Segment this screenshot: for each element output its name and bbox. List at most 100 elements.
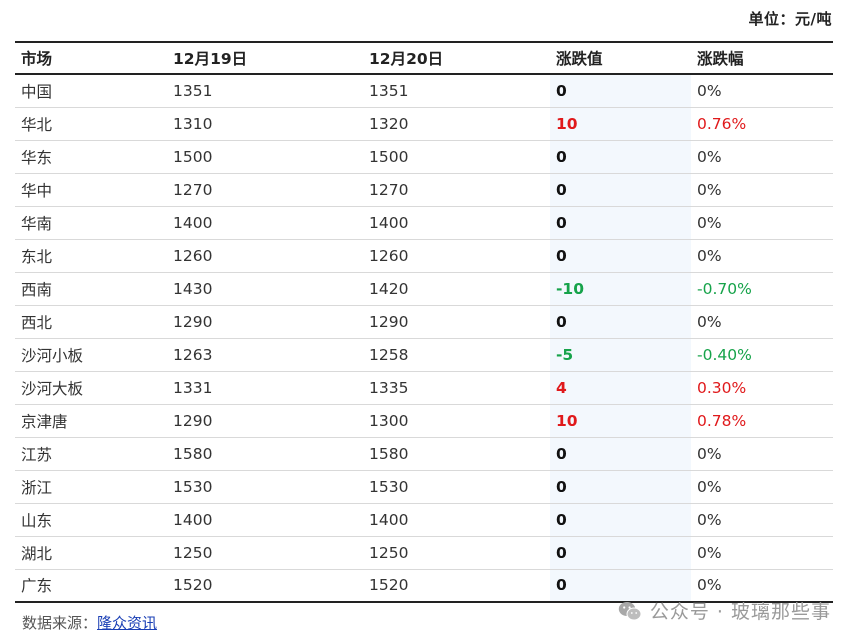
change-value-cell: 10	[550, 107, 691, 140]
table-row: 华东 1500 1500 0 0%	[15, 140, 833, 173]
price-dec19-cell: 1331	[173, 378, 213, 397]
table-row: 广东 1520 1520 0 0%	[15, 569, 833, 602]
change-value-cell: 0	[550, 206, 691, 239]
price-dec20-cell: 1250	[369, 543, 409, 562]
change-value-cell: 4	[550, 371, 691, 404]
price-dec19-cell: 1500	[173, 147, 213, 166]
price-dec19-cell: 1351	[173, 81, 213, 100]
change-value-cell: 0	[550, 140, 691, 173]
market-cell: 湖北	[21, 544, 53, 563]
change-value-cell: 0	[550, 569, 691, 602]
column-header-dec20: 12月20日	[369, 50, 444, 68]
change-value-cell: 0	[550, 74, 691, 107]
price-dec19-cell: 1530	[173, 477, 213, 496]
price-dec19-cell: 1290	[173, 312, 213, 331]
price-dec19-cell: 1400	[173, 510, 213, 529]
price-dec20-cell: 1351	[369, 81, 409, 100]
market-cell: 西南	[21, 280, 53, 299]
change-pct-cell: 0%	[697, 213, 722, 232]
column-header-change: 涨跌值	[556, 50, 603, 68]
change-pct-cell: -0.70%	[697, 279, 752, 298]
change-pct-cell: 0%	[697, 147, 722, 166]
table-row: 江苏 1580 1580 0 0%	[15, 437, 833, 470]
change-value-cell: 0	[550, 173, 691, 206]
table-row: 华中 1270 1270 0 0%	[15, 173, 833, 206]
price-dec20-cell: 1400	[369, 510, 409, 529]
price-dec19-cell: 1430	[173, 279, 213, 298]
table-row: 华南 1400 1400 0 0%	[15, 206, 833, 239]
unit-label: 单位：元/吨	[748, 10, 832, 28]
price-dec20-cell: 1335	[369, 378, 409, 397]
market-cell: 华中	[21, 181, 53, 200]
table-body: 中国 1351 1351 0 0% 华北 1310 1320 10 0.76% 华东 1500 1500…	[15, 74, 833, 602]
market-cell: 华东	[21, 148, 53, 167]
change-value-cell: 0	[550, 536, 691, 569]
price-dec20-cell: 1400	[369, 213, 409, 232]
change-value-cell: -5	[550, 338, 691, 371]
price-dec20-cell: 1500	[369, 147, 409, 166]
table-row: 浙江 1530 1530 0 0%	[15, 470, 833, 503]
watermark: 公众号 · 玻璃那些事	[618, 597, 831, 624]
market-cell: 东北	[21, 247, 53, 266]
price-table: 市场 12月19日 12月20日 涨跌值 涨跌幅 中国 1351 1351 0 0% 华北…	[15, 41, 833, 603]
price-dec19-cell: 1580	[173, 444, 213, 463]
watermark-text: 公众号 · 玻璃那些事	[649, 601, 831, 623]
data-source: 数据来源：隆众资讯	[22, 612, 157, 633]
data-source-link[interactable]: 隆众资讯	[97, 614, 158, 632]
market-cell: 广东	[21, 577, 53, 596]
table-row: 沙河小板 1263 1258 -5 -0.40%	[15, 338, 833, 371]
market-cell: 江苏	[21, 445, 53, 464]
price-dec20-cell: 1530	[369, 477, 409, 496]
price-dec20-cell: 1270	[369, 180, 409, 199]
column-header-change-pct: 涨跌幅	[697, 50, 744, 68]
price-dec19-cell: 1250	[173, 543, 213, 562]
table-row: 山东 1400 1400 0 0%	[15, 503, 833, 536]
price-dec19-cell: 1260	[173, 246, 213, 265]
market-cell: 华北	[21, 115, 53, 134]
price-dec20-cell: 1260	[369, 246, 409, 265]
price-dec19-cell: 1263	[173, 345, 213, 364]
change-pct-cell: 0.76%	[697, 114, 747, 133]
table-row: 湖北 1250 1250 0 0%	[15, 536, 833, 569]
market-cell: 沙河大板	[21, 379, 84, 398]
wechat-icon	[618, 601, 642, 620]
change-value-cell: 0	[550, 503, 691, 536]
change-value-cell: -10	[550, 272, 691, 305]
change-pct-cell: 0.78%	[697, 411, 747, 430]
change-value-cell: 0	[550, 305, 691, 338]
price-dec20-cell: 1320	[369, 114, 409, 133]
change-value-cell: 0	[550, 239, 691, 272]
change-value-cell: 0	[550, 437, 691, 470]
table-row: 西北 1290 1290 0 0%	[15, 305, 833, 338]
table-row: 京津唐 1290 1300 10 0.78%	[15, 404, 833, 437]
market-cell: 京津唐	[21, 412, 68, 431]
price-dec20-cell: 1290	[369, 312, 409, 331]
change-pct-cell: 0%	[697, 312, 722, 331]
market-cell: 浙江	[21, 478, 53, 497]
change-pct-cell: 0%	[697, 477, 722, 496]
change-pct-cell: 0%	[697, 180, 722, 199]
change-pct-cell: 0%	[697, 510, 722, 529]
change-pct-cell: 0%	[697, 444, 722, 463]
change-pct-cell: 0%	[697, 81, 722, 100]
market-cell: 沙河小板	[21, 346, 84, 365]
column-header-dec19: 12月19日	[173, 50, 248, 68]
price-dec19-cell: 1290	[173, 411, 213, 430]
price-dec20-cell: 1420	[369, 279, 409, 298]
table-row: 东北 1260 1260 0 0%	[15, 239, 833, 272]
table-row: 沙河大板 1331 1335 4 0.30%	[15, 371, 833, 404]
column-header-market: 市场	[21, 50, 53, 68]
change-value-cell: 10	[550, 404, 691, 437]
change-pct-cell: 0%	[697, 576, 722, 595]
price-dec19-cell: 1400	[173, 213, 213, 232]
price-dec20-cell: 1300	[369, 411, 409, 430]
price-dec19-cell: 1310	[173, 114, 213, 133]
change-pct-cell: 0.30%	[697, 378, 747, 397]
market-cell: 西北	[21, 313, 53, 332]
price-dec19-cell: 1270	[173, 180, 213, 199]
price-dec20-cell: 1520	[369, 576, 409, 595]
change-pct-cell: -0.40%	[697, 345, 752, 364]
change-value-cell: 0	[550, 470, 691, 503]
price-dec19-cell: 1520	[173, 576, 213, 595]
price-dec20-cell: 1580	[369, 444, 409, 463]
